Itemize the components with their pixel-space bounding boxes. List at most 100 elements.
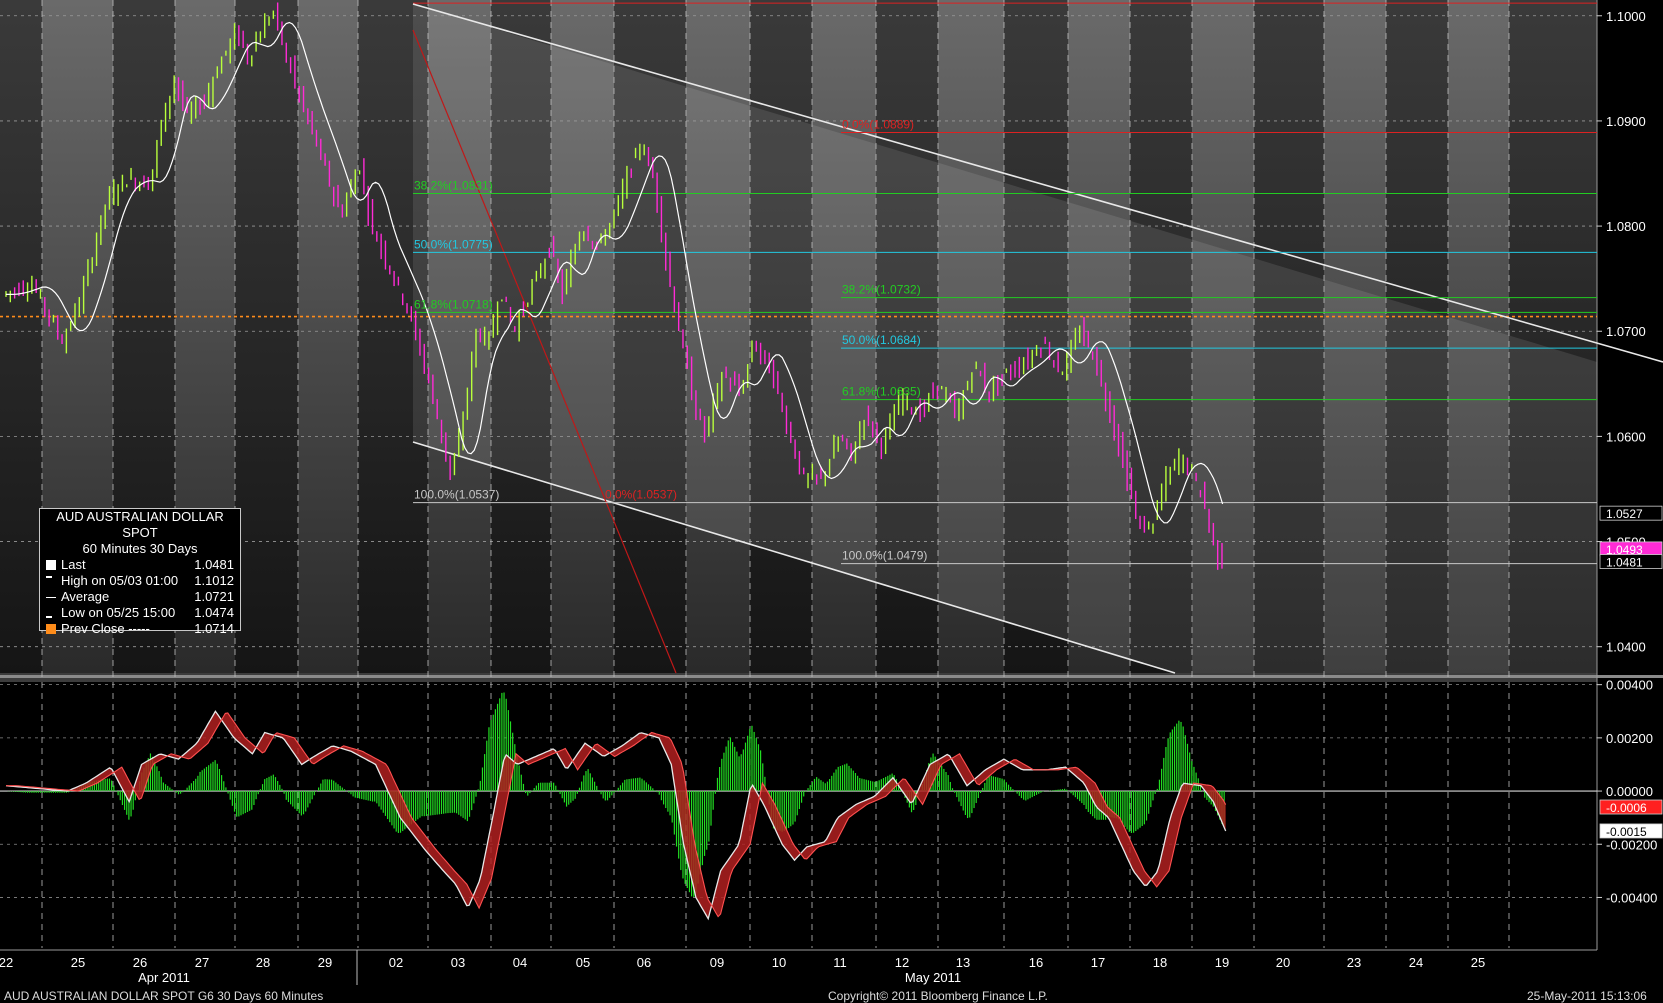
x-day-label: 13 [956, 955, 970, 970]
day-band [491, 0, 551, 673]
day-band [686, 0, 750, 673]
legend-label: Low on 05/25 15:00 [61, 605, 176, 620]
fib-level-label: 61.8%(1.0718) [414, 297, 493, 311]
price-axis-label: 1.1000 [1606, 9, 1646, 24]
day-band [1004, 0, 1068, 673]
macd-area [6, 711, 1226, 919]
x-day-label: 11 [833, 955, 847, 970]
x-day-label: 19 [1215, 955, 1229, 970]
day-band [235, 0, 298, 673]
legend-row-high: High on 05/03 01:00 1.1012 [40, 573, 240, 589]
macd-axis-label: -0.00200 [1606, 837, 1657, 852]
legend-value: 1.0481 [194, 557, 234, 572]
legend-value: 1.0721 [194, 589, 234, 604]
legend-label: High on 05/03 01:00 [61, 573, 179, 588]
channel-upper-line [412, 3, 1663, 363]
macd-axis-label: 0.00200 [1606, 731, 1653, 746]
x-day-label: 04 [513, 955, 527, 970]
x-day-label: 16 [1029, 955, 1043, 970]
x-day-label: 03 [451, 955, 465, 970]
day-band [938, 0, 1004, 673]
legend-value: 1.1012 [194, 573, 234, 588]
macd-axis-label: 0.00000 [1606, 784, 1653, 799]
footer-bar: AUD AUSTRALIAN DOLLAR SPOT G6 30 Days 60… [0, 988, 1663, 1003]
legend-subtitle: 60 Minutes 30 Days [82, 541, 198, 556]
day-band [1509, 0, 1597, 673]
price-tag-text: 1.0481 [1606, 556, 1643, 570]
x-day-label: 25 [1471, 955, 1485, 970]
footer-instrument: AUD AUSTRALIAN DOLLAR SPOT G6 30 Days 60… [4, 989, 324, 1003]
average-line-icon [46, 597, 56, 598]
panel-divider-line [0, 675, 1663, 678]
day-band [0, 0, 42, 673]
macd-axis-label: -0.00400 [1606, 890, 1657, 905]
price-tag-text: 1.0527 [1606, 507, 1643, 521]
high-marker-icon [46, 576, 52, 586]
legend-row-last: Last 1.0481 [40, 557, 240, 573]
channel-lower-line [412, 441, 1176, 674]
x-day-label: 28 [256, 955, 270, 970]
x-day-label: 22 [0, 955, 13, 970]
fib-level-label: 38.2%(1.0831) [414, 178, 493, 192]
x-day-label: 20 [1276, 955, 1290, 970]
x-month-label: Apr 2011 [138, 970, 190, 985]
day-band [1448, 0, 1509, 673]
fib-level-label: 50.0%(1.0684) [842, 333, 921, 347]
legend-label: Last [61, 557, 86, 572]
square-icon [46, 624, 56, 634]
trend-fan-line [412, 29, 677, 674]
x-day-label: 12 [895, 955, 909, 970]
day-band [876, 0, 938, 673]
fib-level-label: 61.8%(1.0635) [842, 385, 921, 399]
moving-average-line [6, 21, 1224, 524]
x-day-label: 09 [710, 955, 724, 970]
legend-value: 1.0714 [194, 621, 234, 636]
price-tag [1599, 554, 1663, 569]
day-band [1254, 0, 1324, 673]
legend-row-low: Low on 05/25 15:00 1.0474 [40, 605, 240, 621]
legend-panel: AUD AUSTRALIAN DOLLAR SPOT 60 Minutes 30… [39, 508, 241, 636]
fib-level-label: 0.0%(1.0889) [842, 117, 914, 131]
legend-value: 1.0474 [194, 605, 234, 620]
x-month-label: May 2011 [905, 970, 961, 985]
x-day-label: 05 [576, 955, 590, 970]
macd-line [5, 710, 1227, 921]
footer-timestamp: 25-May-2011 15:13:06 [1527, 989, 1647, 1003]
macd-axis-label: 0.00400 [1606, 678, 1653, 693]
legend-title: AUD AUSTRALIAN DOLLAR SPOT [56, 509, 224, 540]
day-band [1130, 0, 1192, 673]
price-tag [1599, 505, 1663, 521]
macd-panel-bg [0, 682, 1597, 948]
x-day-label: 23 [1347, 955, 1361, 970]
day-band [750, 0, 812, 673]
footer-copyright: Copyright© 2011 Bloomberg Finance L.P. [828, 989, 1048, 1003]
day-band [614, 0, 686, 673]
legend-row-prev-close: Prev Close ----- 1.0714 [40, 621, 240, 637]
signal-line [6, 712, 1227, 918]
price-axis-label: 1.0400 [1606, 640, 1646, 655]
x-day-label: 24 [1409, 955, 1423, 970]
x-day-label: 18 [1153, 955, 1167, 970]
price-tag-text: 1.0493 [1606, 543, 1643, 557]
legend-row-average: Average 1.0721 [40, 589, 240, 605]
x-day-label: 17 [1091, 955, 1105, 970]
x-day-label: 06 [637, 955, 651, 970]
macd-tag [1599, 823, 1663, 839]
x-day-label: 29 [318, 955, 332, 970]
day-band [1324, 0, 1386, 673]
legend-label: Prev Close ----- [61, 621, 150, 636]
channel-shade [413, 4, 1597, 673]
candlestick-series [5, 2, 1223, 570]
x-day-label: 25 [71, 955, 85, 970]
price-axis-label: 1.0700 [1606, 324, 1646, 339]
price-axis-label: 1.0600 [1606, 429, 1646, 444]
x-day-label: 02 [389, 955, 403, 970]
macd-tag-text: -0.0006 [1606, 801, 1647, 815]
x-day-label: 27 [195, 955, 209, 970]
x-day-label: 10 [772, 955, 786, 970]
price-axis-label: 1.0900 [1606, 114, 1646, 129]
price-axis-label: 1.0800 [1606, 219, 1646, 234]
day-band [812, 0, 876, 673]
